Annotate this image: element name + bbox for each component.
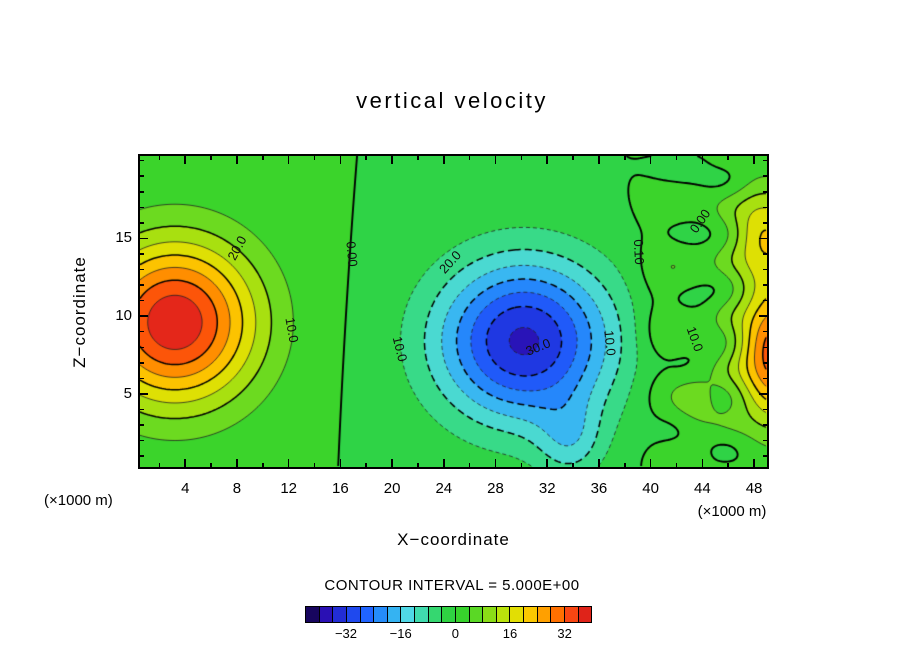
z-tick-label: 10 — [115, 307, 132, 325]
y-axis-tick-labels: 5 10 15 — [96, 156, 132, 467]
colorbar-segment — [550, 607, 564, 622]
x-tick-label: 36 — [590, 480, 608, 497]
colorbar-segment — [563, 607, 578, 622]
x-tick-label: 32 — [538, 480, 556, 497]
colorbar-segment — [318, 607, 333, 622]
colorbar-segment — [332, 607, 346, 622]
x-tick-label: 4 — [181, 480, 190, 497]
x-axis-unit-left: (×1000 m) — [44, 492, 113, 509]
colorbar-segment — [386, 607, 401, 622]
colorbar — [305, 606, 592, 623]
contour-plot-canvas — [140, 156, 767, 467]
x-tick-label: 8 — [232, 480, 242, 497]
colorbar-segment — [414, 607, 428, 622]
x-tick-label: 24 — [435, 480, 453, 497]
colorbar-segment — [441, 607, 455, 622]
x-tick-label: 40 — [642, 480, 659, 497]
colorbar-segment — [373, 607, 387, 622]
y-axis-label: Z−coordinate — [70, 256, 89, 368]
x-axis-unit-right: (×1000 m) — [697, 503, 767, 520]
z-tick-label: 15 — [115, 229, 132, 247]
colorbar-tick-label: −16 — [389, 626, 412, 641]
x-tick-label: 44 — [694, 480, 711, 497]
colorbar-tick-label: 32 — [557, 626, 572, 641]
colorbar-segment — [509, 607, 523, 622]
colorbar-tick-label: 16 — [502, 626, 518, 641]
colorbar-segment — [400, 607, 414, 622]
plot-title: vertical velocity — [356, 88, 548, 113]
colorbar-segment — [454, 607, 469, 622]
x-axis-tick-labels: 4 8 12 16 20 24 28 32 36 40 44 48 — [140, 480, 767, 498]
z-tick-label: 5 — [123, 384, 132, 402]
colorbar-segment — [359, 607, 374, 622]
colorbar-segment — [577, 607, 592, 622]
colorbar-labels: −32 −16 0 16 32 — [305, 626, 592, 642]
colorbar-segment — [468, 607, 483, 622]
colorbar-tick-label: 0 — [451, 626, 459, 641]
colorbar-segment — [306, 607, 319, 622]
plot-area: 20.0 10.0 0.00 20.0 10.0 30.0 10.0 0.10 0.00 10.0 — [138, 154, 769, 469]
colorbar-segment — [523, 607, 537, 622]
colorbar-segment — [482, 607, 496, 622]
colorbar-segment — [345, 607, 360, 622]
colorbar-tick-label: −32 — [334, 626, 358, 641]
colorbar-segment — [536, 607, 551, 622]
contour-interval-note: CONTOUR INTERVAL = 5.000E+00 — [324, 577, 580, 594]
colorbar-segment — [495, 607, 510, 622]
colorbar-segment — [427, 607, 442, 622]
x-tick-label: 16 — [332, 480, 349, 497]
x-axis-label: X−coordinate — [397, 530, 510, 549]
x-tick-label: 20 — [383, 480, 401, 497]
x-tick-label: 48 — [745, 480, 763, 497]
x-tick-label: 12 — [280, 480, 297, 497]
x-tick-label: 28 — [487, 480, 504, 497]
